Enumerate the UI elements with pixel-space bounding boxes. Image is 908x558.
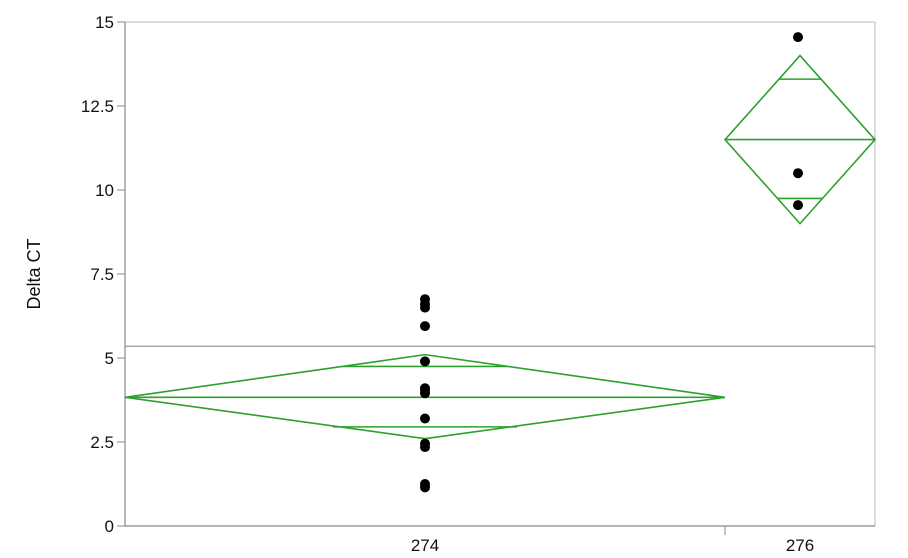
x-tick-label: 274 xyxy=(411,536,439,555)
data-point-274 xyxy=(420,302,430,313)
y-tick-label: 5 xyxy=(105,349,114,368)
x-tick-label: 276 xyxy=(786,536,814,555)
x-axis: 274 276 xyxy=(411,526,814,555)
y-tick-label: 7.5 xyxy=(90,265,114,284)
chart-marks xyxy=(124,32,877,493)
data-point-274 xyxy=(420,413,430,424)
y-tick-label: 15 xyxy=(95,13,114,32)
data-point-274 xyxy=(420,482,430,493)
y-axis-title: Delta CT xyxy=(24,238,44,309)
data-point-274 xyxy=(420,321,430,332)
y-tick-label: 12.5 xyxy=(81,97,114,116)
data-point-276 xyxy=(793,200,803,211)
y-tick-label: 0 xyxy=(105,517,114,536)
y-axis: 0 2.5 5 7.5 10 12.5 15 xyxy=(81,13,125,536)
data-point-274 xyxy=(420,356,430,367)
y-tick-label: 10 xyxy=(95,181,114,200)
data-point-276 xyxy=(793,32,803,43)
data-point-276 xyxy=(793,168,803,179)
data-point-274 xyxy=(420,442,430,453)
data-point-274 xyxy=(420,388,430,399)
y-tick-label: 2.5 xyxy=(90,433,114,452)
